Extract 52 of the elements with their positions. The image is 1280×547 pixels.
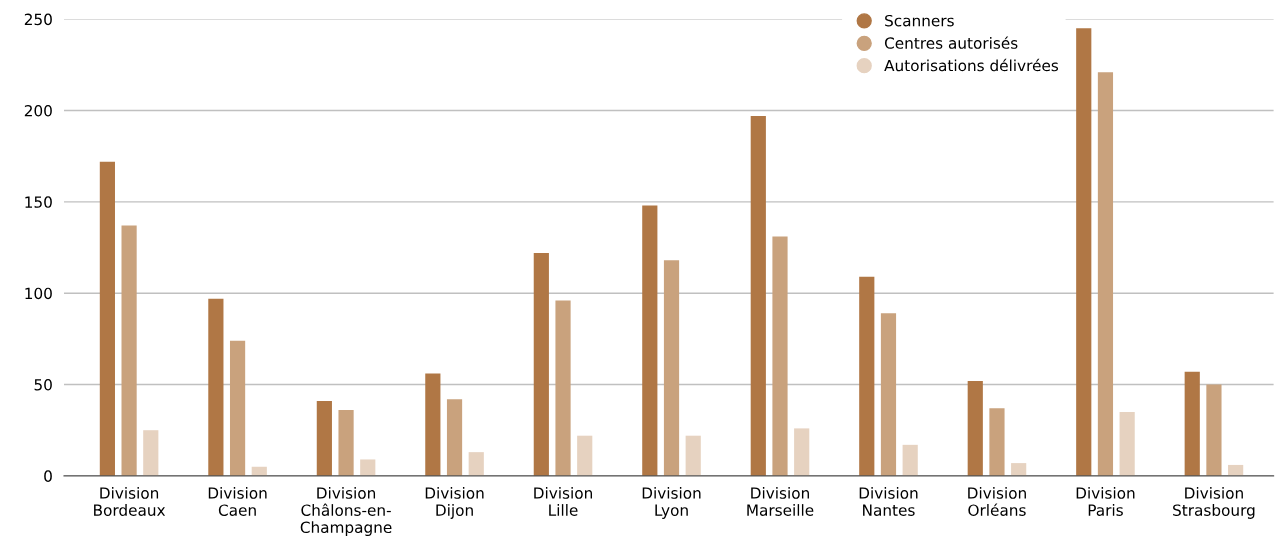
bar	[1076, 28, 1092, 476]
x-tick-label: Division Lille	[534, 487, 592, 516]
bar	[555, 300, 571, 476]
bar	[1097, 72, 1114, 476]
y-tick-label: 250	[24, 13, 52, 26]
x-tick-label: Division Strasbourg	[1173, 487, 1255, 519]
bar	[577, 435, 593, 476]
x-tick-label: Division Paris	[1076, 487, 1135, 516]
y-tick-label: 100	[25, 287, 52, 300]
bar	[121, 225, 137, 476]
bar	[902, 444, 918, 476]
bar	[229, 340, 246, 476]
bar	[143, 430, 159, 476]
bar	[642, 205, 658, 476]
x-tick-label: Division Bordeaux	[94, 487, 166, 516]
bar	[1119, 411, 1135, 476]
bar	[989, 408, 1005, 476]
bar	[360, 459, 376, 476]
bar	[1184, 371, 1200, 476]
bar	[1011, 463, 1027, 476]
bar	[880, 313, 897, 476]
bar	[99, 161, 115, 476]
y-tick-label: 200	[24, 104, 52, 117]
legend-label: Autorisations délivrées	[884, 58, 1059, 72]
y-tick-label: 150	[25, 196, 52, 208]
bar	[794, 428, 810, 476]
x-tick-label: Division Caen	[208, 487, 267, 516]
bar	[772, 236, 788, 476]
x-tick-label: Division Châlons-en- Champagne	[300, 487, 392, 536]
bar	[1228, 464, 1244, 476]
bar	[859, 276, 875, 476]
bar	[425, 373, 441, 476]
x-tick-label: Division Nantes	[859, 487, 918, 516]
bar	[685, 435, 701, 476]
bar	[316, 400, 332, 476]
bar	[533, 253, 549, 476]
x-tick-label: Division Marseille	[747, 487, 814, 516]
y-tick-label: 0	[44, 470, 52, 482]
bar	[468, 452, 484, 476]
bar	[446, 399, 463, 476]
legend-label: Centres autorisés	[884, 36, 1018, 49]
bar	[750, 115, 766, 476]
bar	[967, 380, 983, 476]
x-tick-label: Division Orléans	[968, 487, 1026, 516]
bar	[338, 410, 354, 476]
bar	[1206, 384, 1222, 476]
y-tick-label: 50	[34, 379, 52, 391]
legend-label: Scanners	[885, 14, 954, 27]
bar	[208, 298, 224, 476]
x-tick-label: Division Lyon	[642, 487, 701, 519]
bar	[663, 260, 680, 476]
x-tick-label: Division Dijon	[425, 487, 484, 519]
